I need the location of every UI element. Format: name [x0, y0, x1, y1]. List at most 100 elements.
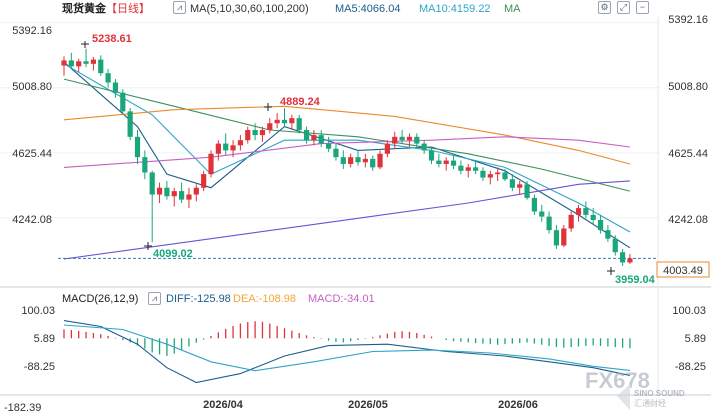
- candle-body: [458, 165, 464, 171]
- price-tick-label: 5008.80: [668, 81, 708, 93]
- axis-layer: 5392.16 5008.80 4625.44 4242.08 5392.16 …: [4, 14, 710, 414]
- macd-layer: [63, 320, 631, 384]
- candle-body: [531, 197, 537, 212]
- candle-body: [428, 150, 435, 161]
- candle-body: [546, 216, 552, 231]
- candle-body: [303, 130, 310, 141]
- candle-body: [384, 143, 390, 154]
- candle-body: [208, 153, 214, 175]
- candle-body: [524, 184, 530, 198]
- ma-line-ma200: [63, 180, 630, 260]
- settings-icon[interactable]: ⚙: [598, 1, 611, 14]
- ma10-readout: MA10:4159.22: [419, 3, 491, 15]
- ma5-readout: MA5:4066.04: [335, 3, 401, 15]
- candle-body: [502, 172, 508, 180]
- candle-body: [127, 111, 133, 137]
- candle-body: [245, 130, 251, 141]
- candle-body: [134, 136, 141, 158]
- macd-tick-label: 5.89: [685, 333, 706, 345]
- candle-body: [377, 153, 383, 168]
- macd-tick-label: 100.03: [21, 305, 55, 317]
- candle-body: [561, 228, 567, 246]
- candle-body: [421, 143, 427, 151]
- candle-body: [223, 143, 229, 151]
- candle-body: [553, 230, 560, 246]
- candle-body: [171, 191, 177, 197]
- candles: [61, 48, 633, 266]
- macd-dea-line: [63, 324, 630, 372]
- low1-annotation: 4099.02: [153, 248, 193, 260]
- macd-header: MACD(26,12,9): [62, 292, 138, 306]
- date-tick-label: 2026/06: [498, 399, 538, 411]
- price-tick-label: 4625.44: [668, 148, 708, 160]
- watermark-sub: SINO SOUND: [634, 389, 685, 398]
- candle-body: [597, 219, 604, 231]
- candle-body: [340, 157, 346, 164]
- period-label[interactable]: 【日线】: [106, 3, 150, 15]
- candle-body: [620, 252, 626, 263]
- ma-params[interactable]: MA(5,10,30,60,100,200): [190, 3, 309, 15]
- macd-dea-readout: DEA:-108.98: [233, 293, 296, 305]
- macd-params[interactable]: MACD(26,12,9): [62, 293, 139, 305]
- price-tick-label: 4242.08: [668, 214, 708, 226]
- candle-body: [90, 59, 96, 64]
- price-tick-label: 5392.16: [12, 25, 52, 37]
- candle-body: [590, 214, 596, 220]
- candle-body: [296, 118, 302, 131]
- candle-body: [76, 61, 82, 67]
- candle-body: [186, 194, 192, 200]
- candle-body: [480, 170, 486, 178]
- candle-body: [215, 143, 221, 154]
- candle-body: [149, 172, 155, 195]
- candle-body: [436, 160, 442, 164]
- chart-type-icon[interactable]: ⩘: [173, 1, 186, 14]
- macd-tick-label: -88.25: [24, 361, 55, 373]
- date-tick-label: 2026/04: [203, 399, 244, 411]
- candle-body: [61, 60, 67, 66]
- expand-icon[interactable]: ⤢: [617, 1, 630, 14]
- price-tick-label: 5392.16: [668, 14, 708, 26]
- price-tick-label: 4242.08: [12, 214, 52, 226]
- macd-dif-line: [63, 320, 631, 384]
- candle-body: [627, 258, 633, 263]
- macd-tick-label: -88.25: [675, 361, 706, 373]
- ma-line-ma10: [63, 63, 631, 233]
- minimize-icon[interactable]: −: [636, 1, 649, 14]
- candle-body: [156, 187, 163, 195]
- candle-body: [179, 191, 185, 200]
- watermark-sub2: 汇通财经: [634, 398, 666, 408]
- candle-body: [105, 73, 111, 83]
- candle-body: [392, 136, 398, 144]
- candle-body: [120, 92, 126, 112]
- candle-body: [68, 60, 74, 67]
- instrument-title: 现货黄金【日线】: [62, 2, 150, 16]
- candle-body: [414, 136, 420, 144]
- candle-body: [333, 148, 339, 158]
- candle-body: [473, 167, 479, 171]
- macd-tick-label: 100.03: [672, 305, 706, 317]
- candle-body: [575, 208, 582, 215]
- watermark: FX678 SINO SOUND 汇通财经: [585, 368, 685, 410]
- candle-body: [289, 118, 295, 124]
- candle-body: [83, 61, 89, 64]
- grid: [0, 16, 711, 396]
- candle-body: [259, 130, 266, 136]
- price-tick-label: 5008.80: [12, 81, 52, 93]
- watermark-logo: FX678: [585, 368, 650, 393]
- watermark-emblem: [617, 384, 630, 410]
- ma-extra-readout: MA: [504, 3, 521, 15]
- candle-body: [612, 238, 618, 253]
- candle-body: [495, 172, 501, 175]
- candle-body: [465, 167, 471, 171]
- date-tick-label: 2026/05: [348, 399, 388, 411]
- macd-settings-icon[interactable]: ⩘: [148, 292, 161, 305]
- current-price-box: [656, 261, 710, 278]
- candle-body: [399, 136, 405, 141]
- macd-value-readout: MACD:-34.01: [308, 293, 375, 305]
- candle-body: [406, 136, 413, 141]
- mid-high-annotation: 4889.24: [280, 96, 321, 108]
- candle-body: [281, 119, 288, 124]
